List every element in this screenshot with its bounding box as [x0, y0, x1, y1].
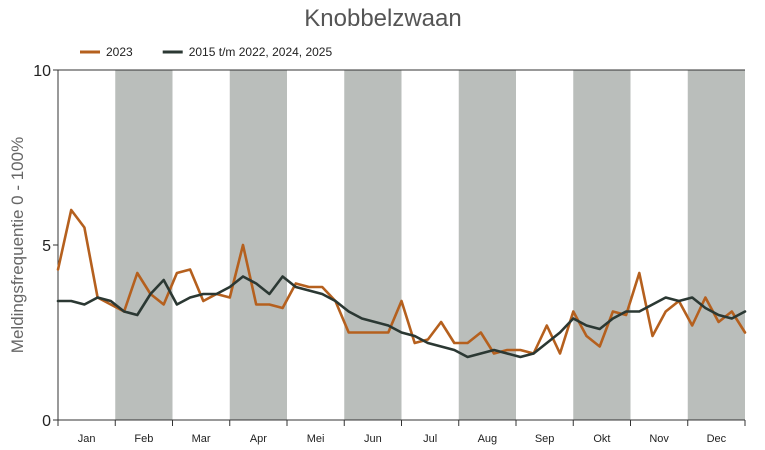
legend-label-1: 2015 t/m 2022, 2024, 2025 [189, 45, 333, 59]
x-tick-label-sep: Sep [535, 433, 555, 445]
x-tick-label-jun: Jun [364, 433, 382, 445]
x-tick-label-mei: Mei [307, 433, 325, 445]
x-tick-label-dec: Dec [707, 433, 727, 445]
x-tick-label-mar: Mar [192, 433, 211, 445]
legend: 2023 2015 t/m 2022, 2024, 2025 [80, 45, 332, 59]
series-layer [56, 208, 747, 359]
series-line-2023 [56, 208, 747, 355]
chart-title: Knobbelzwaan [304, 5, 461, 32]
x-tick-label-jul: Jul [423, 433, 437, 445]
y-ticks: 0 5 10 [33, 63, 58, 430]
x-tick-label-jan: Jan [78, 433, 96, 445]
month-band-aug [458, 70, 516, 420]
y-tick-label: 10 [33, 63, 51, 80]
month-bands [115, 70, 745, 420]
x-ticks: Jan Feb Mar Apr Mei Jun Jul Aug Sep Okt Nov Dec [57, 420, 746, 445]
y-axis-label: Meldingsfrequentie 0 - 100% [8, 137, 27, 353]
month-band-feb [115, 70, 173, 420]
x-tick-label-okt: Okt [593, 433, 610, 445]
series-line-other-years [56, 275, 747, 359]
month-band-dec [687, 70, 745, 420]
y-tick-label: 5 [42, 238, 51, 255]
x-tick-label-feb: Feb [134, 433, 153, 445]
x-tick-label-apr: Apr [250, 433, 267, 445]
y-tick-label: 0 [42, 413, 51, 430]
month-band-okt [573, 70, 631, 420]
legend-label-0: 2023 [106, 45, 133, 59]
month-band-apr [229, 70, 287, 420]
month-band-jun [344, 70, 402, 420]
x-tick-label-nov: Nov [649, 433, 669, 445]
x-tick-label-aug: Aug [478, 433, 498, 445]
